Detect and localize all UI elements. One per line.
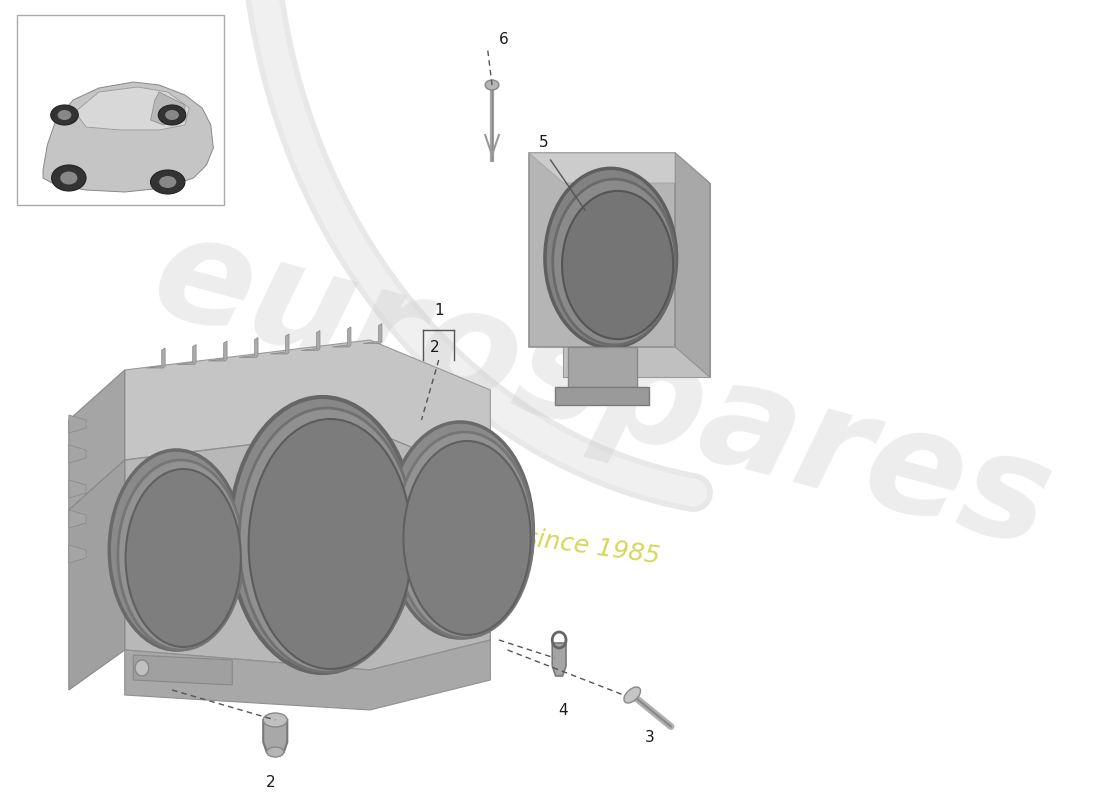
Polygon shape	[239, 338, 258, 358]
Polygon shape	[69, 415, 86, 433]
Polygon shape	[69, 545, 86, 563]
Text: 2: 2	[430, 341, 439, 355]
Ellipse shape	[109, 450, 243, 650]
Ellipse shape	[387, 422, 534, 638]
Ellipse shape	[151, 170, 185, 194]
Polygon shape	[43, 82, 213, 192]
Text: eurospares: eurospares	[139, 202, 1066, 578]
Polygon shape	[69, 510, 86, 528]
Ellipse shape	[125, 469, 241, 647]
Ellipse shape	[60, 171, 77, 185]
Polygon shape	[568, 347, 637, 387]
Ellipse shape	[239, 408, 415, 672]
Polygon shape	[529, 153, 675, 347]
Ellipse shape	[544, 168, 676, 348]
Text: 4: 4	[559, 703, 569, 718]
Ellipse shape	[263, 713, 287, 727]
Ellipse shape	[118, 460, 243, 650]
Ellipse shape	[553, 179, 675, 345]
Polygon shape	[177, 345, 196, 365]
Polygon shape	[69, 480, 86, 498]
Polygon shape	[69, 445, 86, 463]
Ellipse shape	[396, 432, 534, 638]
Text: 3: 3	[645, 730, 654, 745]
Polygon shape	[271, 334, 289, 354]
Polygon shape	[133, 655, 232, 685]
Ellipse shape	[485, 80, 499, 90]
Ellipse shape	[158, 105, 186, 125]
Polygon shape	[124, 430, 491, 670]
Ellipse shape	[160, 176, 176, 188]
Polygon shape	[69, 370, 124, 510]
Text: 6: 6	[499, 33, 508, 47]
Polygon shape	[529, 153, 710, 183]
Ellipse shape	[52, 165, 86, 191]
Ellipse shape	[404, 441, 530, 635]
Polygon shape	[552, 643, 567, 676]
Text: 1: 1	[433, 303, 443, 318]
Polygon shape	[563, 183, 710, 377]
Polygon shape	[554, 387, 649, 405]
Ellipse shape	[562, 191, 673, 339]
Ellipse shape	[51, 105, 78, 125]
Text: 2: 2	[266, 775, 276, 790]
Polygon shape	[208, 341, 227, 361]
Polygon shape	[301, 330, 320, 350]
Circle shape	[135, 660, 149, 676]
Text: 5: 5	[539, 135, 549, 150]
Ellipse shape	[249, 419, 412, 669]
Ellipse shape	[57, 110, 72, 120]
Ellipse shape	[624, 687, 640, 703]
Ellipse shape	[230, 397, 416, 673]
Polygon shape	[124, 340, 491, 480]
Text: a passion for parts since 1985: a passion for parts since 1985	[285, 492, 662, 568]
Ellipse shape	[165, 110, 179, 120]
Polygon shape	[363, 323, 382, 343]
Polygon shape	[675, 153, 710, 377]
Polygon shape	[69, 460, 124, 690]
Polygon shape	[151, 92, 185, 125]
Polygon shape	[124, 640, 491, 710]
Polygon shape	[263, 720, 287, 752]
Ellipse shape	[266, 747, 284, 757]
Polygon shape	[332, 327, 351, 347]
Bar	[18, 15, 223, 205]
Polygon shape	[146, 348, 165, 368]
Polygon shape	[77, 87, 189, 130]
